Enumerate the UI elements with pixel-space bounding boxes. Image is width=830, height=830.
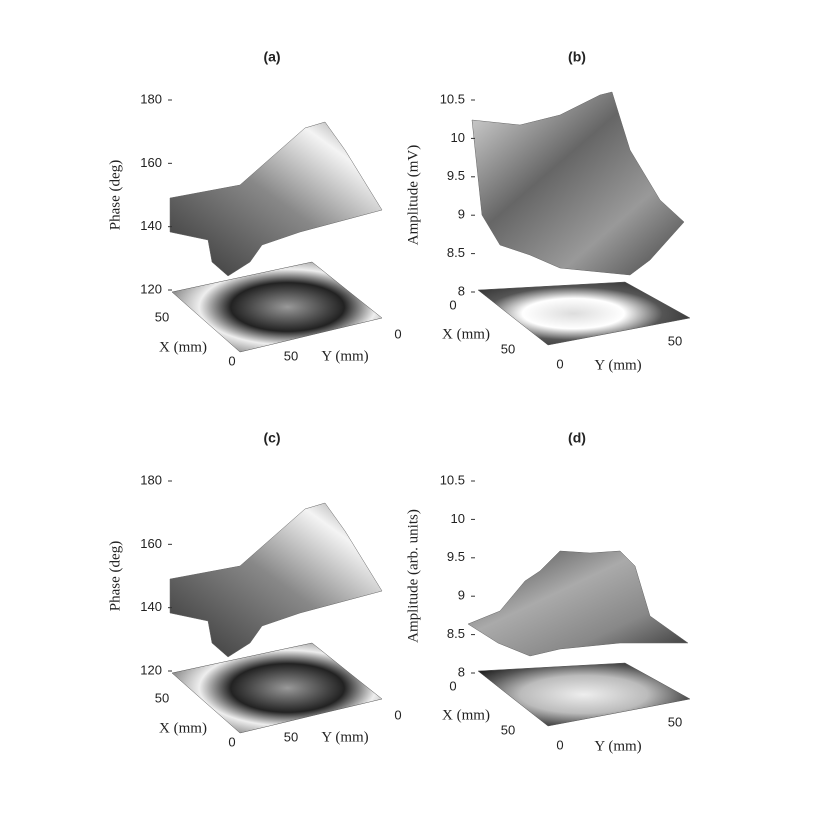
y-axis-label: Y (mm) (321, 348, 368, 364)
x-axis-label: X (mm) (442, 326, 490, 342)
z-axis-label: Amplitude (arb. units) (405, 509, 421, 643)
x-axis-label: X (mm) (159, 339, 207, 355)
z-tick-label: 9.5 (447, 549, 465, 564)
y-tick-label: 0 (556, 356, 563, 371)
floor-projection (171, 642, 383, 734)
x-tick-label: 0 (228, 353, 235, 368)
y-tick-label: 50 (284, 729, 298, 744)
x-tick-label: 50 (501, 341, 515, 356)
z-tick-label: 180 (140, 472, 162, 487)
surface (169, 121, 383, 277)
y-axis-label: Y (mm) (321, 729, 368, 745)
z-tick-label: 9.5 (447, 168, 465, 183)
y-tick-label: 0 (394, 707, 401, 722)
z-tick-label: 8.5 (447, 626, 465, 641)
z-tick-label: 160 (140, 155, 162, 170)
y-tick-label: 50 (668, 714, 682, 729)
surface (169, 502, 383, 658)
y-tick-label: 0 (394, 326, 401, 341)
x-tick-label: 0 (228, 734, 235, 749)
panel-title: (c) (263, 430, 280, 446)
surface (467, 550, 689, 657)
z-tick-label: 180 (140, 91, 162, 106)
z-tick-label: 10 (451, 511, 465, 526)
z-tick-label: 120 (140, 281, 162, 296)
panel-title: (a) (263, 49, 280, 65)
z-tick-label: 140 (140, 218, 162, 233)
floor-projection (477, 662, 691, 727)
x-tick-label: 50 (155, 690, 169, 705)
panel-title: (b) (568, 49, 586, 65)
z-tick-label: 10 (451, 130, 465, 145)
y-axis-label: Y (mm) (594, 738, 641, 754)
x-tick-label: 0 (449, 678, 456, 693)
z-tick-label: 10.5 (440, 91, 465, 106)
z-tick-label: 120 (140, 662, 162, 677)
y-tick-label: 0 (556, 737, 563, 752)
x-tick-label: 50 (155, 309, 169, 324)
z-axis-label: Amplitude (mV) (405, 145, 421, 245)
surface (471, 91, 685, 276)
floor-projection (477, 281, 691, 346)
z-tick-label: 8 (458, 283, 465, 298)
z-tick-label: 9 (458, 588, 465, 603)
z-axis-label: Phase (deg) (107, 160, 123, 230)
x-axis-label: X (mm) (442, 707, 490, 723)
x-tick-label: 0 (449, 297, 456, 312)
z-tick-label: 9 (458, 207, 465, 222)
y-axis-label: Y (mm) (594, 357, 641, 373)
floor-projection (171, 261, 383, 353)
y-tick-label: 50 (668, 333, 682, 348)
z-tick-label: 8.5 (447, 245, 465, 260)
y-tick-label: 50 (284, 348, 298, 363)
z-tick-label: 10.5 (440, 472, 465, 487)
z-tick-label: 8 (458, 664, 465, 679)
z-axis-label: Phase (deg) (107, 541, 123, 611)
z-tick-label: 160 (140, 536, 162, 551)
x-axis-label: X (mm) (159, 720, 207, 736)
x-tick-label: 50 (501, 722, 515, 737)
z-tick-label: 140 (140, 599, 162, 614)
panel-title: (d) (568, 430, 586, 446)
